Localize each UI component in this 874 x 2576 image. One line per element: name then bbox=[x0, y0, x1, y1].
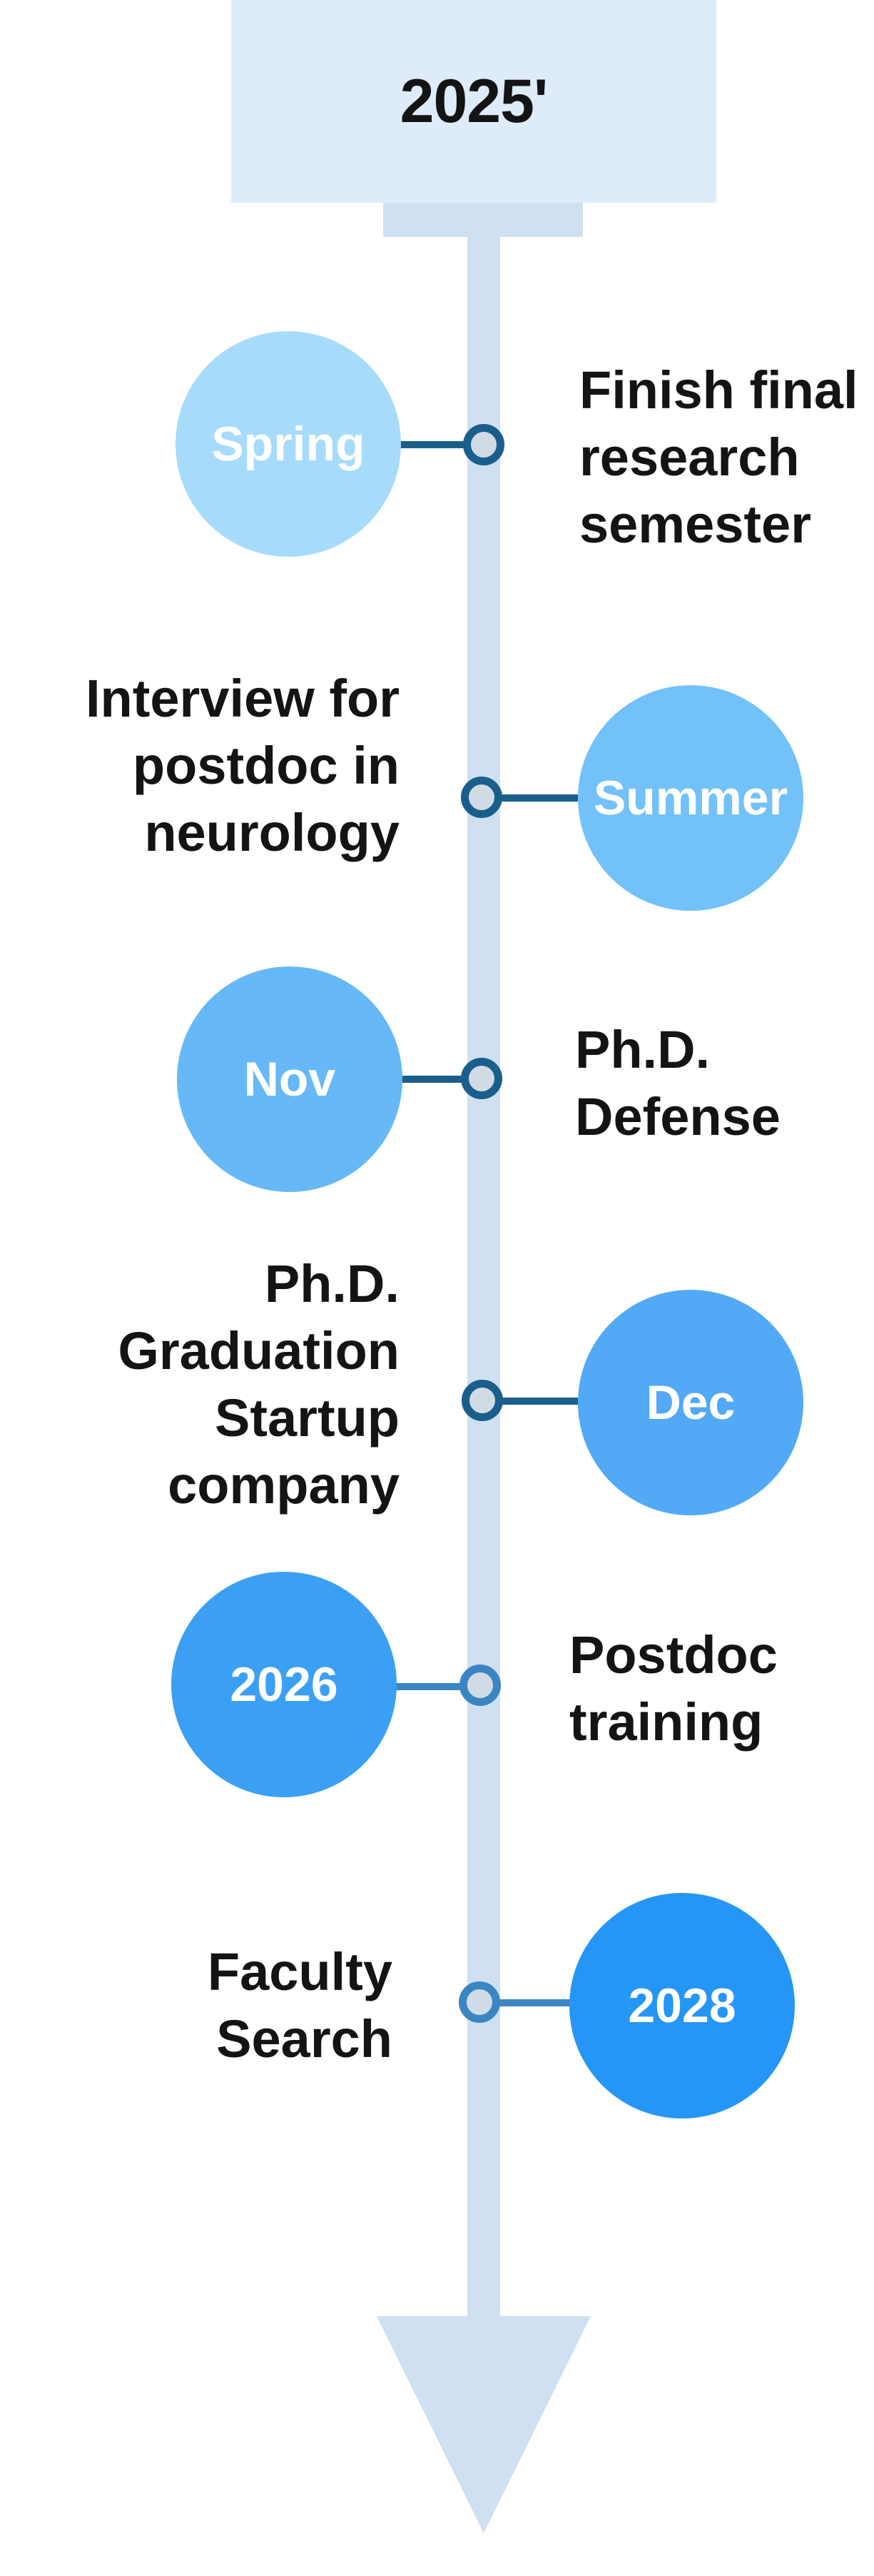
event-node bbox=[459, 1665, 501, 1706]
event-circle-label: 2026 bbox=[230, 1657, 338, 1712]
event-circle: Nov bbox=[177, 966, 402, 1192]
event-description-line: neurology bbox=[144, 803, 400, 862]
event-circle: 2028 bbox=[569, 1893, 795, 2118]
header-stub bbox=[383, 203, 583, 237]
event-connector bbox=[400, 1076, 474, 1083]
event-node bbox=[463, 424, 504, 465]
timeline-arrow-head bbox=[377, 2316, 591, 2533]
event-description-line: Startup bbox=[215, 1388, 400, 1448]
timeline-spine bbox=[467, 237, 500, 2321]
event-connector bbox=[492, 1398, 578, 1405]
event-description-line: Finish final bbox=[579, 360, 858, 420]
event-description-line: training bbox=[569, 1692, 763, 1752]
event-description-line: company bbox=[168, 1455, 400, 1515]
event-description-line: Defense bbox=[575, 1087, 781, 1146]
event-connector bbox=[396, 441, 474, 448]
event-description-line: Ph.D. bbox=[264, 1254, 400, 1313]
event-circle: Spring bbox=[176, 331, 401, 557]
event-description: Ph.D. Defense bbox=[575, 1016, 781, 1151]
event-description-line: research bbox=[579, 428, 800, 487]
event-node bbox=[459, 1981, 500, 2023]
event-circle: Dec bbox=[578, 1290, 803, 1515]
event-circle: Summer bbox=[578, 685, 803, 911]
event-circle-label: Dec bbox=[646, 1375, 736, 1430]
event-description-line: Faculty bbox=[207, 1942, 392, 2001]
event-connector bbox=[394, 1683, 474, 1690]
year-title: 2025' bbox=[400, 66, 549, 136]
event-circle-label: Spring bbox=[211, 417, 365, 471]
year-header: 2025' bbox=[231, 0, 716, 203]
event-connector bbox=[492, 794, 578, 802]
event-description-line: Postdoc bbox=[569, 1625, 778, 1684]
event-description: Postdoc training bbox=[569, 1622, 778, 1756]
event-description: Ph.D. Graduation Startup company bbox=[118, 1251, 400, 1519]
event-description: Finish final research semester bbox=[579, 357, 858, 558]
event-description-line: Graduation bbox=[118, 1321, 400, 1380]
event-description: Faculty Search bbox=[208, 1939, 392, 2073]
event-description-line: Search bbox=[216, 2009, 392, 2069]
event-node bbox=[461, 1058, 502, 1099]
event-circle-label: 2028 bbox=[628, 1979, 736, 2033]
event-node bbox=[462, 1380, 503, 1421]
event-circle-label: Summer bbox=[593, 771, 788, 825]
event-circle-label: Nov bbox=[243, 1052, 336, 1106]
event-description: Interview for postdoc in neurology bbox=[86, 665, 400, 867]
event-description-line: Interview for bbox=[86, 669, 400, 728]
event-node bbox=[461, 777, 502, 818]
event-connector bbox=[492, 1999, 571, 2006]
event-description-line: Ph.D. bbox=[575, 1020, 711, 1079]
event-description-line: postdoc in bbox=[132, 736, 400, 795]
event-description-line: semester bbox=[579, 495, 812, 554]
event-circle: 2026 bbox=[171, 1572, 397, 1797]
